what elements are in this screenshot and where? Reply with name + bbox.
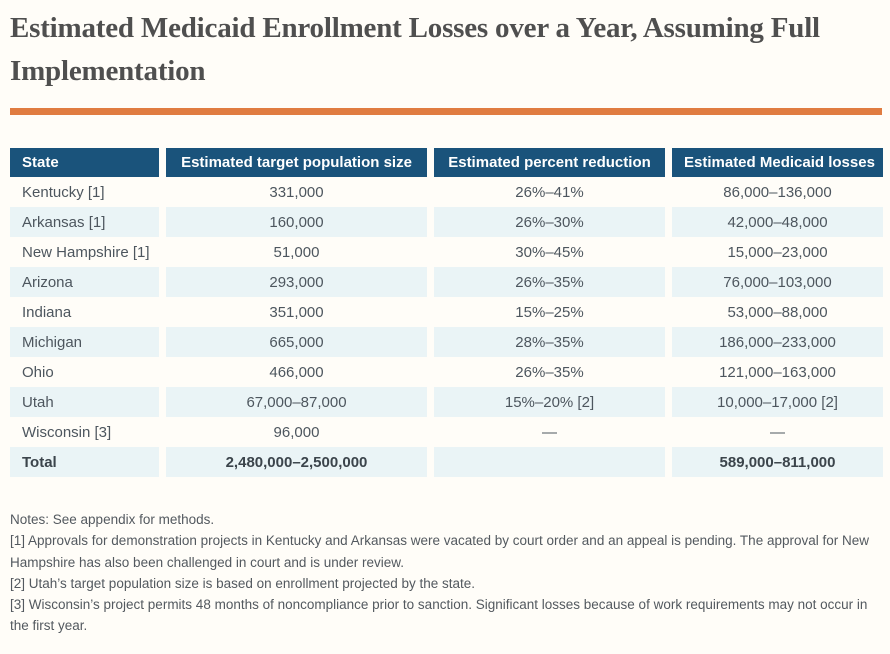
table-row-ohio: Ohio 466,000 26%–35% 121,000–163,000 [10,357,883,387]
cell-losses: 76,000–103,000 [665,267,883,297]
table-row-michigan: Michigan 665,000 28%–35% 186,000–233,000 [10,327,883,357]
cell-population: 466,000 [159,357,427,387]
cell-state: New Hampshire [1] [10,237,159,267]
cell-reduction: 26%–41% [427,177,665,207]
cell-reduction: 26%–35% [427,357,665,387]
cell-reduction: 26%–30% [427,207,665,237]
cell-population: 665,000 [159,327,427,357]
cell-state: Indiana [10,297,159,327]
cell-reduction: 26%–35% [427,267,665,297]
page-title: Estimated Medicaid Enrollment Losses ove… [10,12,820,87]
page-container: Estimated Medicaid Enrollment Losses ove… [0,7,890,637]
note-line-2: [2] Utah’s target population size is bas… [10,575,476,591]
cell-state: Ohio [10,357,159,387]
table-row-arkansas: Arkansas [1] 160,000 26%–30% 42,000–48,0… [10,207,883,237]
cell-population: 51,000 [159,237,427,267]
cell-losses: 86,000–136,000 [665,177,883,207]
cell-total-losses: 589,000–811,000 [665,447,883,477]
cell-total-reduction [427,447,665,477]
cell-state: Utah [10,387,159,417]
table-row-kentucky: Kentucky [1] 331,000 26%–41% 86,000–136,… [10,177,883,207]
column-header-reduction: Estimated percent reduction [427,148,665,177]
cell-losses: 53,000–88,000 [665,297,883,327]
cell-reduction: 15%–25% [427,297,665,327]
enrollment-losses-table: State Estimated target population size E… [10,148,883,477]
note-line-3: [3] Wisconsin’s project permits 48 month… [10,597,868,634]
cell-state: Wisconsin [3] [10,417,159,447]
cell-losses: 10,000–17,000 [2] [665,387,883,417]
table-row-total: Total 2,480,000–2,500,000 589,000–811,00… [10,447,883,477]
cell-state: Arizona [10,267,159,297]
header-row: State Estimated target population size E… [10,148,883,177]
cell-state: Michigan [10,327,159,357]
cell-losses: 186,000–233,000 [665,327,883,357]
note-line-methods: Notes: See appendix for methods. [10,512,215,527]
table-header: State Estimated target population size E… [10,148,883,177]
cell-population: 67,000–87,000 [159,387,427,417]
cell-losses: 42,000–48,000 [665,207,883,237]
cell-population: 160,000 [159,207,427,237]
cell-state: Arkansas [1] [10,207,159,237]
cell-state: Kentucky [1] [10,177,159,207]
table-row-arizona: Arizona 293,000 26%–35% 76,000–103,000 [10,267,883,297]
notes-section: Notes: See appendix for methods. [1] App… [10,509,882,637]
cell-reduction: 30%–45% [427,237,665,267]
cell-losses: — [665,417,883,447]
column-header-state: State [10,148,159,177]
table-row-indiana: Indiana 351,000 15%–25% 53,000–88,000 [10,297,883,327]
column-header-losses: Estimated Medicaid losses [665,148,883,177]
cell-total-label: Total [10,447,159,477]
cell-reduction: 15%–20% [2] [427,387,665,417]
table-row-wisconsin: Wisconsin [3] 96,000 — — [10,417,883,447]
table-row-new-hampshire: New Hampshire [1] 51,000 30%–45% 15,000–… [10,237,883,267]
cell-population: 96,000 [159,417,427,447]
table-row-utah: Utah 67,000–87,000 15%–20% [2] 10,000–17… [10,387,883,417]
note-line-1: [1] Approvals for demonstration projects… [10,533,869,570]
cell-population: 331,000 [159,177,427,207]
column-header-population: Estimated target population size [159,148,427,177]
table-body: Kentucky [1] 331,000 26%–41% 86,000–136,… [10,177,883,477]
cell-reduction: — [427,417,665,447]
accent-divider [10,108,882,115]
cell-population: 351,000 [159,297,427,327]
cell-losses: 121,000–163,000 [665,357,883,387]
cell-population: 293,000 [159,267,427,297]
cell-total-population: 2,480,000–2,500,000 [159,447,427,477]
cell-losses: 15,000–23,000 [665,237,883,267]
cell-reduction: 28%–35% [427,327,665,357]
